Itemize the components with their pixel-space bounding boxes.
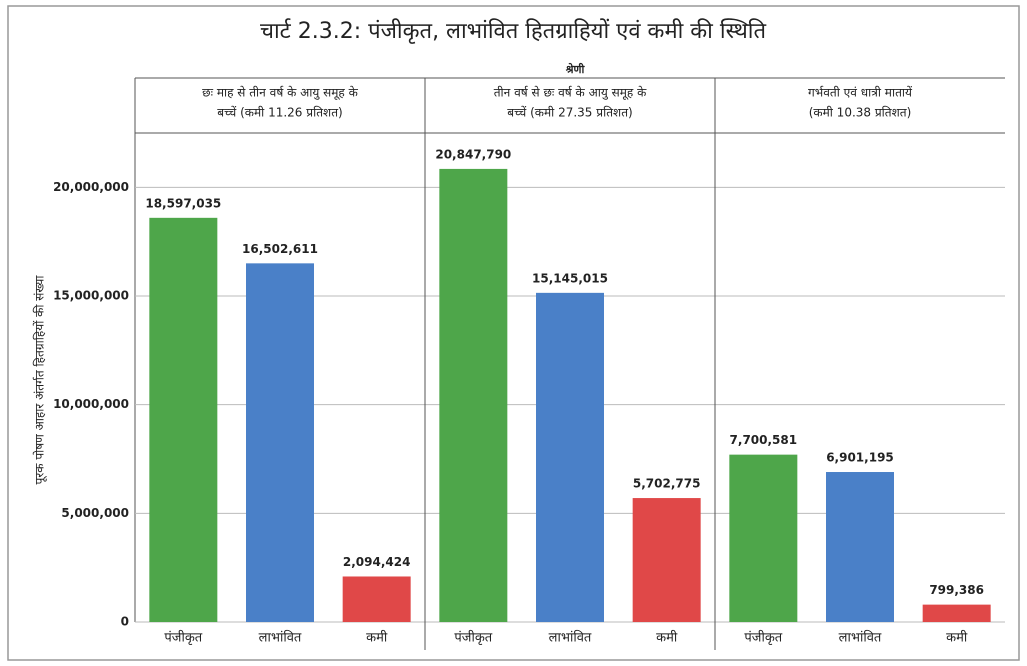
bar [149, 217, 218, 622]
x-tick-label: पंजीकृत [744, 630, 782, 646]
x-tick-label: कमी [946, 630, 968, 646]
x-tick-label: लाभांवित [549, 630, 592, 646]
y-axis-label: पूरक पोषण आहार अंतर्गत हितग्राहियों की स… [33, 275, 48, 485]
value-label: 2,094,424 [343, 555, 411, 569]
panel-title: छः माह से तीन वर्ष के आयु समूह के [202, 86, 358, 101]
value-label: 5,702,775 [633, 477, 701, 491]
y-tick-label: 15,000,000 [53, 289, 129, 303]
value-label: 16,502,611 [242, 242, 318, 256]
panel-title: तीन वर्ष से छः वर्ष के आयु समूह के [494, 86, 647, 101]
y-tick-label: 20,000,000 [53, 180, 129, 194]
bar [826, 472, 894, 622]
panel-title: बच्चें (कमी 27.35 प्रतिशत) [507, 106, 632, 120]
value-label: 15,145,015 [532, 271, 608, 285]
x-tick-label: लाभांवित [839, 630, 882, 646]
value-label: 6,901,195 [826, 451, 894, 465]
facet-label: श्रेणी [565, 62, 586, 76]
bar [922, 604, 991, 622]
value-label: 20,847,790 [435, 147, 511, 161]
bar [246, 263, 314, 622]
panel-title: गर्भवती एवं धात्री मातायें [808, 86, 913, 100]
value-label: 7,700,581 [730, 433, 798, 447]
x-tick-label: लाभांवित [259, 630, 302, 646]
bar [729, 454, 798, 622]
chart-title: चार्ट 2.3.2: पंजीकृत, लाभांवित हितग्राहि… [260, 18, 766, 44]
frame [7, 5, 1020, 661]
y-tick-label: 0 [121, 615, 129, 629]
bar [439, 168, 508, 623]
bar [536, 292, 604, 622]
panel-title: (कमी 10.38 प्रतिशत) [809, 106, 912, 120]
x-tick-label: कमी [656, 630, 678, 646]
value-label: 799,386 [929, 583, 984, 597]
x-tick-label: कमी [366, 630, 388, 646]
x-tick-label: पंजीकृत [164, 630, 202, 646]
bar [342, 576, 411, 622]
bar [632, 498, 701, 622]
y-tick-label: 5,000,000 [61, 506, 129, 520]
x-tick-label: पंजीकृत [454, 630, 492, 646]
y-tick-label: 10,000,000 [53, 397, 129, 411]
panel-title: बच्चें (कमी 11.26 प्रतिशत) [217, 106, 342, 120]
value-label: 18,597,035 [145, 196, 221, 210]
